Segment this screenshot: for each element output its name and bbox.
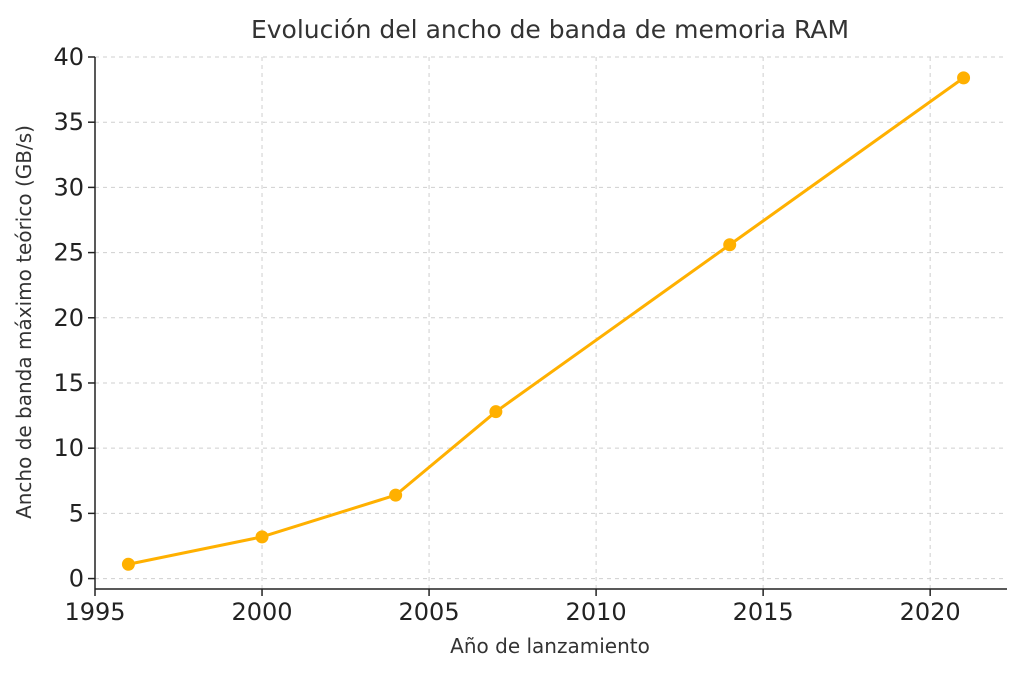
axes-layer <box>94 57 1007 590</box>
x-tick-label: 2005 <box>399 598 460 626</box>
x-tick-label: 2020 <box>900 598 961 626</box>
y-tick-label: 25 <box>53 239 84 267</box>
y-tick-label: 10 <box>53 434 84 462</box>
x-tick-label: 1995 <box>64 598 125 626</box>
y-tick-label: 20 <box>53 304 84 332</box>
y-axis-label: Ancho de banda máximo teórico (GB/s) <box>12 125 36 519</box>
data-point <box>255 530 269 544</box>
series-layer <box>121 71 971 571</box>
data-point <box>723 238 737 252</box>
x-tick-label: 2015 <box>733 598 794 626</box>
y-tick-label: 5 <box>69 499 84 527</box>
y-tick-label: 0 <box>69 565 84 593</box>
chart-title: Evolución del ancho de banda de memoria … <box>251 15 849 44</box>
grid-layer <box>94 56 1007 589</box>
series-line <box>126 76 966 566</box>
ticks-layer: 1995 2000 2005 2010 2015 2020 0 5 10 15 20 25 30 35 40 <box>53 43 960 626</box>
x-axis-label: Año de lanzamiento <box>450 634 650 658</box>
y-tick-label: 35 <box>53 108 84 136</box>
data-point <box>489 405 503 419</box>
data-point <box>121 557 135 571</box>
y-tick-label: 15 <box>53 369 84 397</box>
data-point <box>957 71 971 85</box>
y-tick-label: 40 <box>53 43 84 71</box>
x-tick-label: 2010 <box>566 598 627 626</box>
data-point <box>389 488 403 502</box>
y-tick-label: 30 <box>53 173 84 201</box>
x-tick-label: 2000 <box>231 598 292 626</box>
